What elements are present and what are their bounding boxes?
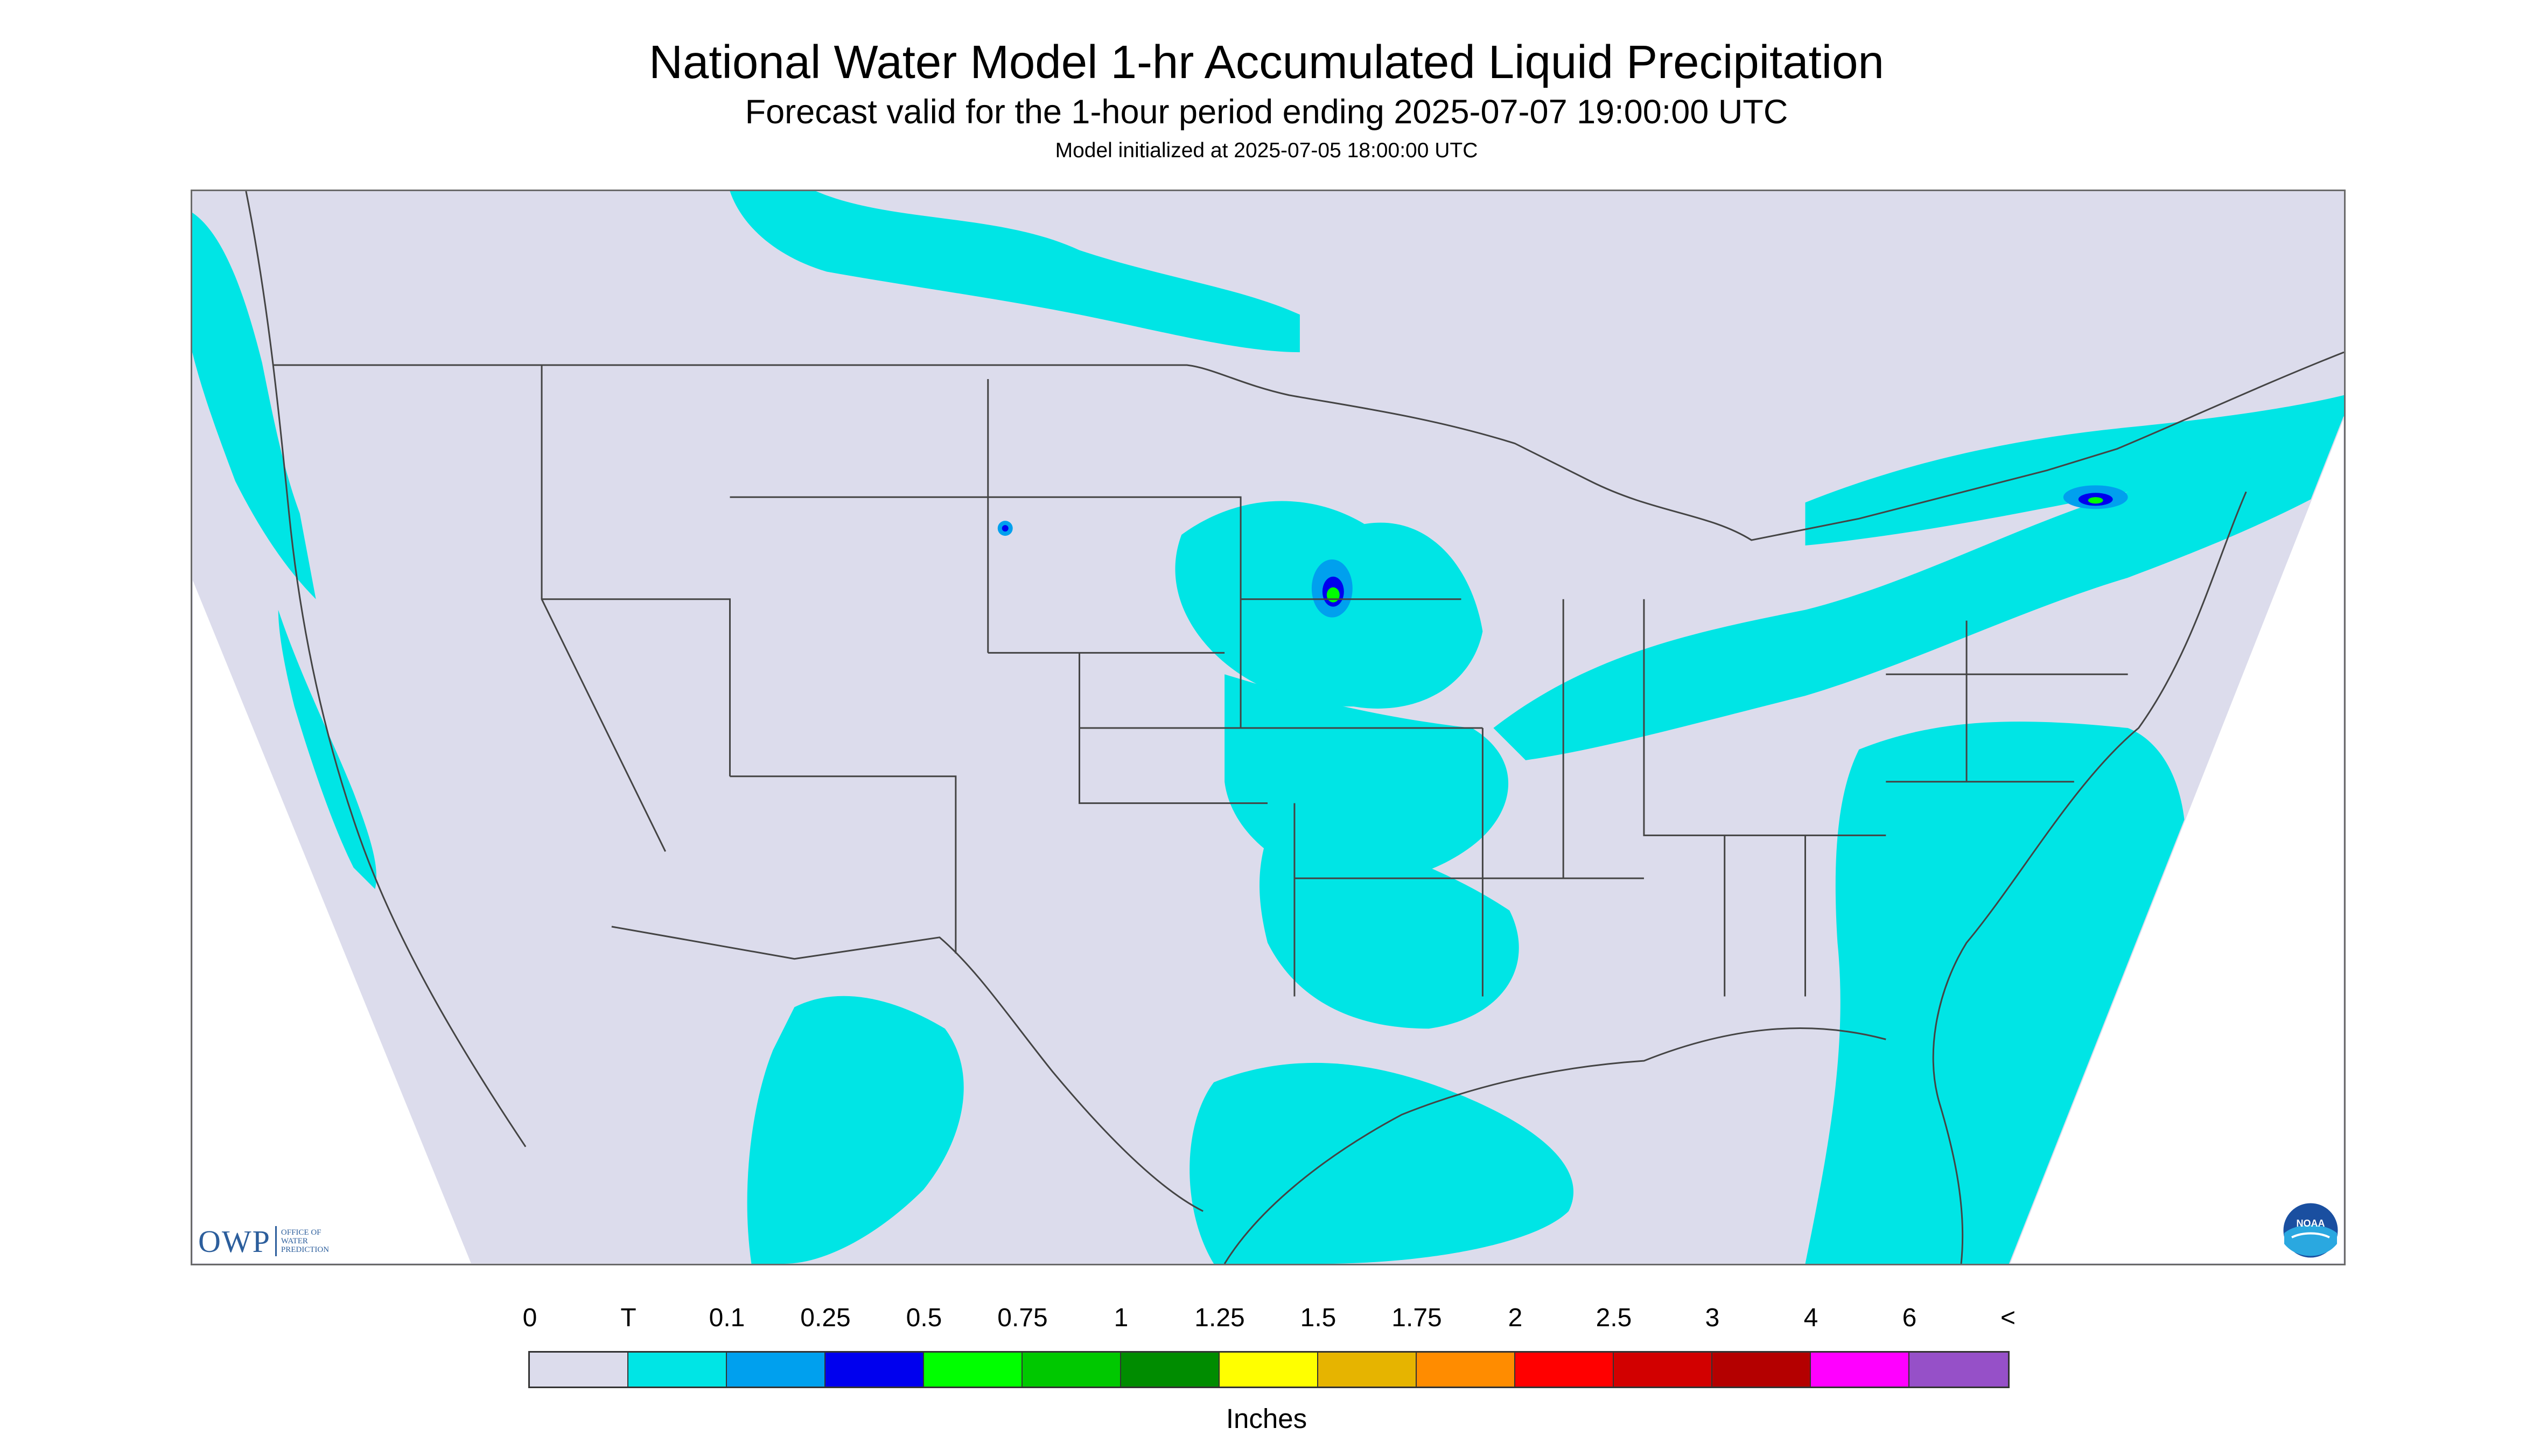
owp-logo-divider — [275, 1226, 277, 1256]
colorbar-tick-label: 2.5 — [1596, 1304, 1632, 1332]
colorbar-swatch — [1811, 1353, 1909, 1387]
precip-area-pacific-northwest — [192, 212, 316, 599]
colorbar-tick-label: 0.1 — [709, 1304, 745, 1332]
colorbar-swatch — [825, 1353, 924, 1387]
colorbar-swatch — [1417, 1353, 1515, 1387]
coastline-west — [245, 191, 527, 1147]
precip-area-mexico — [747, 996, 964, 1264]
owp-logo: OWP OFFICE OF WATER PREDICTION — [198, 1222, 362, 1260]
colorbar-swatch — [1712, 1353, 1811, 1387]
us-canada-border — [272, 351, 2344, 541]
colorbar-tick-label: T — [620, 1304, 636, 1332]
colorbar-swatch — [1318, 1353, 1417, 1387]
colorbar-swatch — [1515, 1353, 1614, 1387]
noaa-logo: NOAA — [2282, 1201, 2340, 1259]
colorbar-swatch — [1220, 1353, 1318, 1387]
precip-area-west-coast — [278, 610, 377, 890]
owp-logo-letters: OWP — [198, 1223, 271, 1259]
colorbar — [528, 1351, 2010, 1388]
precip-cell-vermont-0-5 — [2088, 497, 2103, 504]
state-lines-central — [987, 379, 1644, 997]
colorbar-tick-label: 0.25 — [800, 1304, 851, 1332]
colorbar-tick-label: 6 — [1902, 1304, 1917, 1332]
colorbar-tick-label: 1.25 — [1194, 1304, 1245, 1332]
map-title: National Water Model 1-hr Accumulated Li… — [649, 36, 1884, 88]
colorbar-swatch — [727, 1353, 825, 1387]
colorbar-tick-label: 0 — [522, 1304, 537, 1332]
outside-domain-right — [2009, 416, 2344, 1264]
colorbar-tick-label: 2 — [1508, 1304, 1523, 1332]
state-country-boundaries — [245, 191, 2344, 1264]
owp-logo-text: OFFICE OF WATER PREDICTION — [281, 1228, 330, 1254]
colorbar-tick-labels: 0 T 0.1 0.25 0.5 0.75 1 1.25 1.5 1.75 2 2.5 3 4 6 < — [0, 1303, 2533, 1335]
colorbar-tick-label: 0.75 — [997, 1304, 1048, 1332]
precip-area-southern-plains — [1259, 833, 1519, 1029]
precip-area-northeast-quebec — [1805, 395, 2344, 546]
precip-area-central-plains — [1224, 674, 1509, 883]
map-subtitle: Forecast valid for the 1-hour period end… — [745, 93, 1788, 131]
noaa-logo-text: NOAA — [2297, 1218, 2325, 1229]
outside-model-domain — [192, 416, 2344, 1264]
outside-domain-left — [192, 577, 473, 1264]
state-lines-east — [1562, 599, 2128, 997]
colorbar-tick-label: 3 — [1705, 1304, 1720, 1332]
colorbar-swatch — [1023, 1353, 1121, 1387]
colorbar-tick-label: 0.5 — [906, 1304, 942, 1332]
colorbar-units: Inches — [1226, 1403, 1307, 1434]
precip-area-great-lakes-ohio — [1493, 416, 2344, 760]
precipitation-map — [191, 190, 2346, 1265]
colorbar-swatch — [530, 1353, 628, 1387]
colorbar-swatch — [628, 1353, 727, 1387]
map-canvas — [192, 191, 2344, 1264]
precip-area-gulf-coast — [1189, 1062, 1574, 1264]
colorbar-tick-label: < — [2000, 1304, 2016, 1332]
coastline-east-gulf — [1223, 491, 2247, 1264]
colorbar-swatch — [924, 1353, 1023, 1387]
colorbar-tick-label: 1.5 — [1300, 1304, 1337, 1332]
model-init-time: Model initialized at 2025-07-05 18:00:00… — [1055, 139, 1478, 162]
us-mexico-border — [611, 926, 1203, 1212]
precip-cell-minnesota-0-5 — [1326, 587, 1340, 603]
precip-area-northern-plains-canada — [730, 191, 1300, 353]
precip-cell-south-dakota-core — [1002, 525, 1009, 532]
colorbar-tick-label: 1.75 — [1391, 1304, 1442, 1332]
colorbar-tick-label: 4 — [1803, 1304, 1818, 1332]
colorbar-swatch — [1909, 1353, 2008, 1387]
colorbar-tick-label: 1 — [1114, 1304, 1129, 1332]
colorbar-swatch — [1614, 1353, 1712, 1387]
colorbar-swatch — [1121, 1353, 1220, 1387]
